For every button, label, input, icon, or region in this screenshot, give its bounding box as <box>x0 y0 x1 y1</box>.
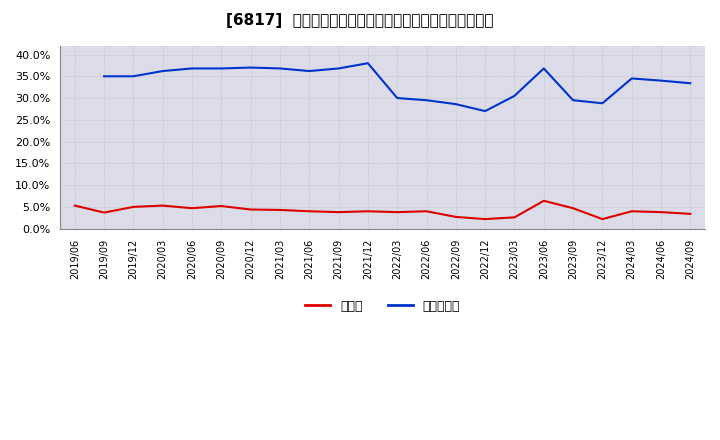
Text: [6817]  現預金、有利子負債の総資産に対する比率の推移: [6817] 現預金、有利子負債の総資産に対する比率の推移 <box>226 13 494 28</box>
Legend: 現預金, 有利子負債: 現預金, 有利子負債 <box>300 294 465 318</box>
